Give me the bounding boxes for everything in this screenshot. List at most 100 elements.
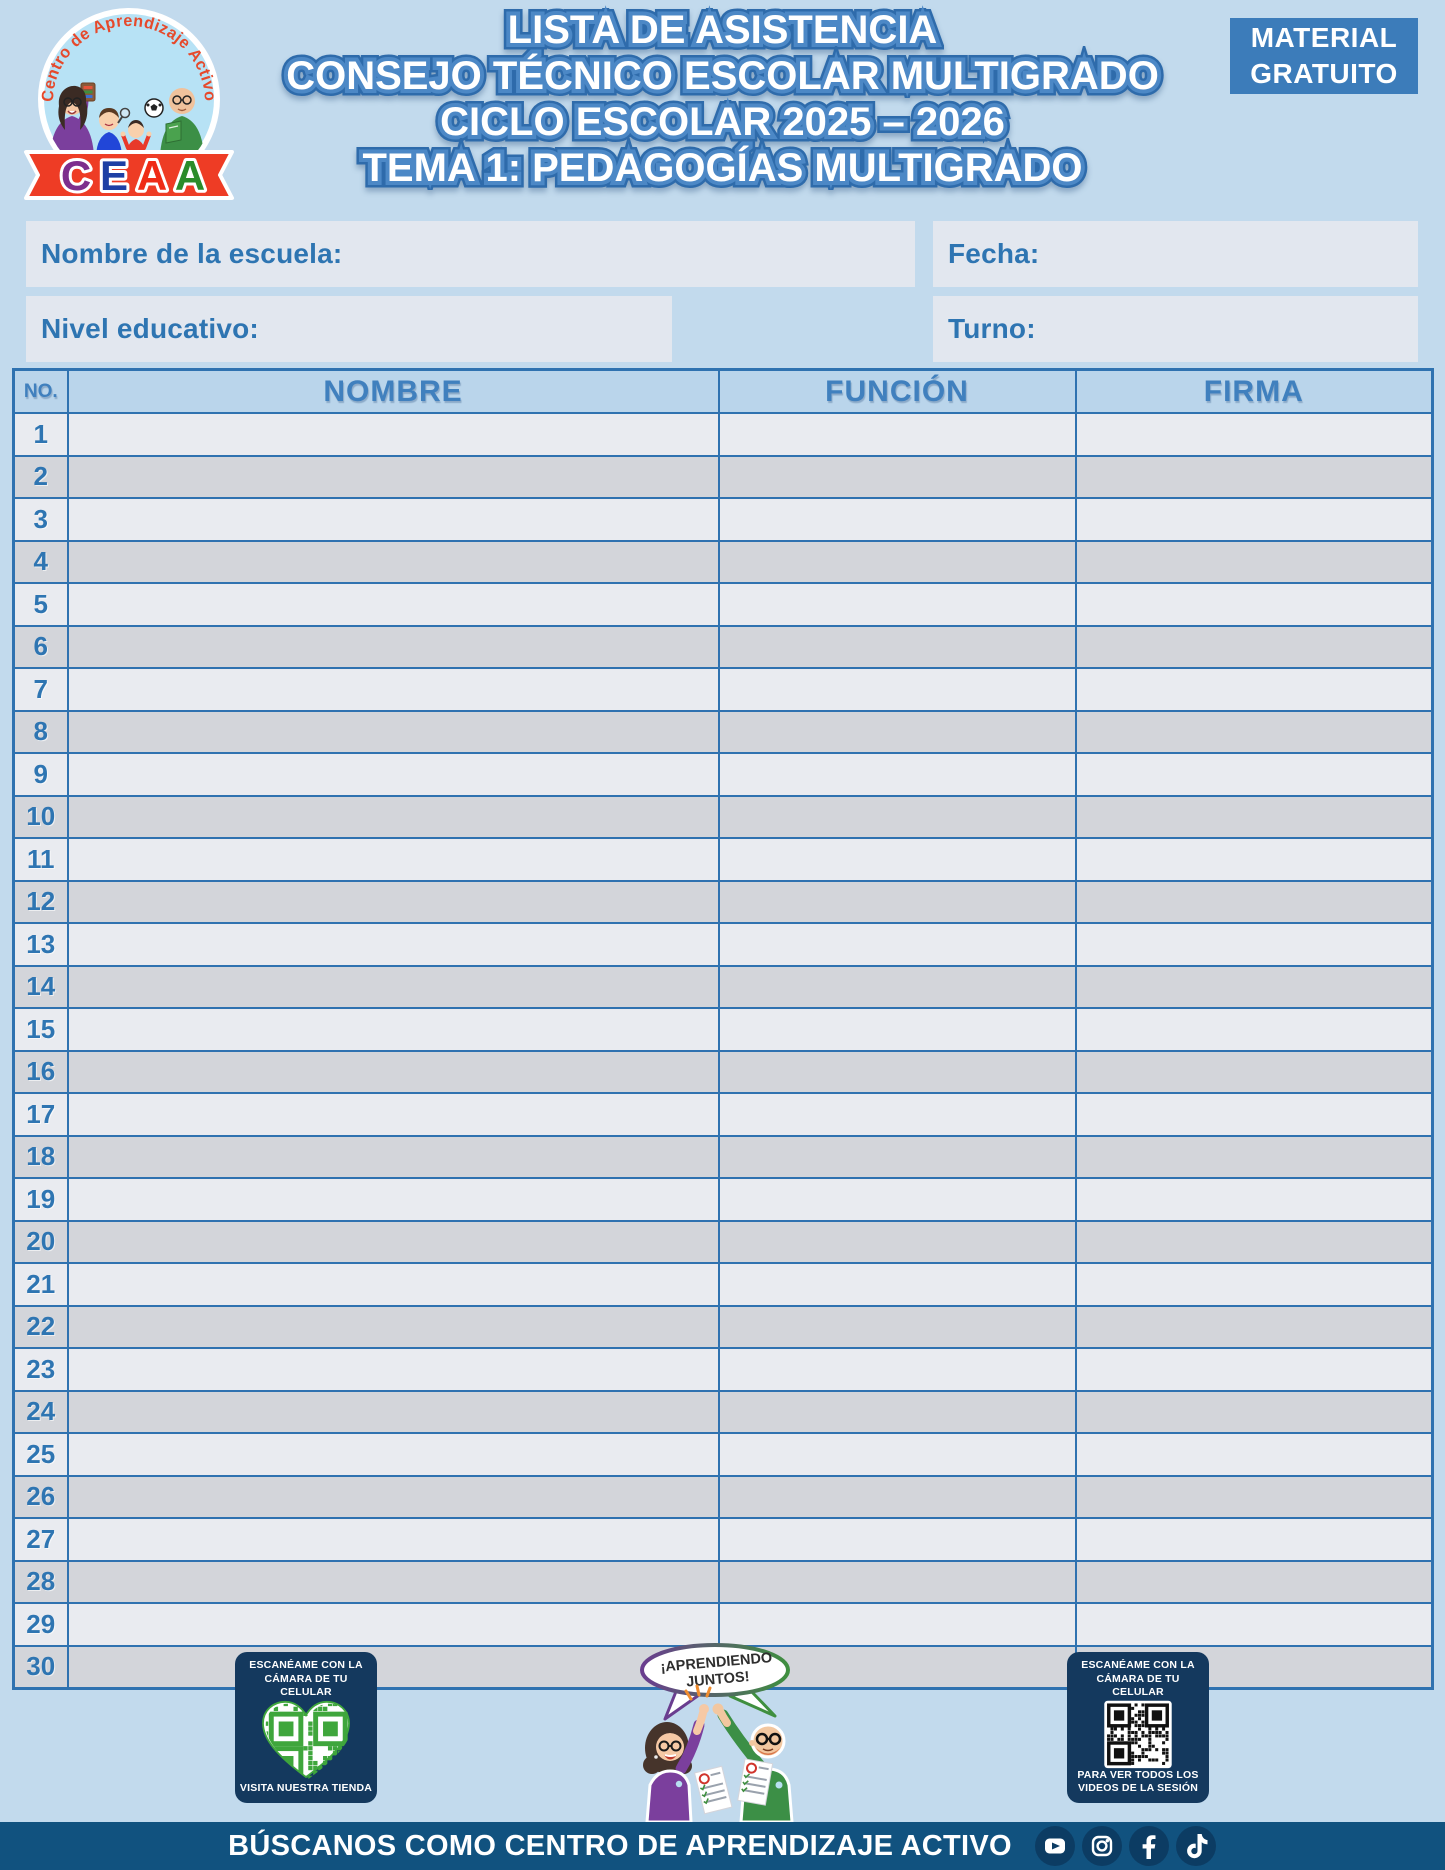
signature-cell[interactable] <box>1074 582 1434 627</box>
signature-cell[interactable] <box>1074 1389 1434 1434</box>
facebook-icon[interactable] <box>1128 1825 1170 1867</box>
function-cell[interactable] <box>717 1134 1077 1179</box>
shift-field[interactable]: Turno: <box>933 296 1418 362</box>
name-cell[interactable] <box>66 1007 720 1052</box>
name-cell[interactable] <box>66 922 720 967</box>
function-cell[interactable] <box>717 1092 1077 1137</box>
function-cell[interactable] <box>717 539 1077 584</box>
signature-cell[interactable] <box>1074 624 1434 669</box>
function-cell[interactable] <box>717 1262 1077 1307</box>
signature-cell[interactable] <box>1074 879 1434 924</box>
table-row: 17 <box>12 1092 1434 1137</box>
function-cell[interactable] <box>717 1432 1077 1477</box>
signature-cell[interactable] <box>1074 667 1434 712</box>
signature-cell[interactable] <box>1074 1007 1434 1052</box>
function-cell[interactable] <box>717 497 1077 542</box>
name-cell[interactable] <box>66 1517 720 1562</box>
name-cell[interactable] <box>66 1177 720 1222</box>
function-cell[interactable] <box>717 752 1077 797</box>
name-cell[interactable] <box>66 454 720 499</box>
function-cell[interactable] <box>717 709 1077 754</box>
function-cell[interactable] <box>717 1474 1077 1519</box>
function-cell[interactable] <box>717 1304 1077 1349</box>
table-row: 3 <box>12 497 1434 542</box>
youtube-icon[interactable] <box>1034 1825 1076 1867</box>
function-cell[interactable] <box>717 454 1077 499</box>
tiktok-icon[interactable] <box>1175 1825 1217 1867</box>
name-cell[interactable] <box>66 1432 720 1477</box>
education-level-field[interactable]: Nivel educativo: <box>26 296 672 362</box>
signature-cell[interactable] <box>1074 1049 1434 1094</box>
function-cell[interactable] <box>717 837 1077 882</box>
name-cell[interactable] <box>66 539 720 584</box>
signature-cell[interactable] <box>1074 1219 1434 1264</box>
function-cell[interactable] <box>717 1219 1077 1264</box>
signature-cell[interactable] <box>1074 1559 1434 1604</box>
function-cell[interactable] <box>717 1347 1077 1392</box>
signature-cell[interactable] <box>1074 837 1434 882</box>
function-cell[interactable] <box>717 1559 1077 1604</box>
function-cell[interactable] <box>717 412 1077 457</box>
function-cell[interactable] <box>717 922 1077 967</box>
name-cell[interactable] <box>66 1474 720 1519</box>
function-cell[interactable] <box>717 794 1077 839</box>
function-cell[interactable] <box>717 964 1077 1009</box>
signature-cell[interactable] <box>1074 1092 1434 1137</box>
function-cell[interactable] <box>717 1007 1077 1052</box>
function-cell[interactable] <box>717 1389 1077 1434</box>
function-cell[interactable] <box>717 582 1077 627</box>
school-name-field[interactable]: Nombre de la escuela: <box>26 221 915 287</box>
name-cell[interactable] <box>66 1134 720 1179</box>
signature-cell[interactable] <box>1074 1517 1434 1562</box>
name-cell[interactable] <box>66 837 720 882</box>
name-cell[interactable] <box>66 879 720 924</box>
name-cell[interactable] <box>66 794 720 839</box>
name-cell[interactable] <box>66 1602 720 1647</box>
signature-cell[interactable] <box>1074 964 1434 1009</box>
function-cell[interactable] <box>717 667 1077 712</box>
function-cell[interactable] <box>717 1517 1077 1562</box>
name-cell[interactable] <box>66 1644 720 1690</box>
signature-cell[interactable] <box>1074 1347 1434 1392</box>
name-cell[interactable] <box>66 1389 720 1434</box>
function-cell[interactable] <box>717 1049 1077 1094</box>
function-cell[interactable] <box>717 879 1077 924</box>
name-cell[interactable] <box>66 1092 720 1137</box>
name-cell[interactable] <box>66 1262 720 1307</box>
name-cell[interactable] <box>66 582 720 627</box>
signature-cell[interactable] <box>1074 794 1434 839</box>
signature-cell[interactable] <box>1074 454 1434 499</box>
signature-cell[interactable] <box>1074 412 1434 457</box>
signature-cell[interactable] <box>1074 1177 1434 1222</box>
name-cell[interactable] <box>66 964 720 1009</box>
name-cell[interactable] <box>66 1304 720 1349</box>
row-number: 25 <box>12 1432 69 1477</box>
function-cell[interactable] <box>717 1177 1077 1222</box>
name-cell[interactable] <box>66 497 720 542</box>
name-cell[interactable] <box>66 667 720 712</box>
signature-cell[interactable] <box>1074 539 1434 584</box>
signature-cell[interactable] <box>1074 1432 1434 1477</box>
signature-cell[interactable] <box>1074 497 1434 542</box>
signature-cell[interactable] <box>1074 1262 1434 1307</box>
name-cell[interactable] <box>66 624 720 669</box>
signature-cell[interactable] <box>1074 1304 1434 1349</box>
name-cell[interactable] <box>66 412 720 457</box>
name-cell[interactable] <box>66 1219 720 1264</box>
function-cell[interactable] <box>717 624 1077 669</box>
signature-cell[interactable] <box>1074 922 1434 967</box>
name-cell[interactable] <box>66 1049 720 1094</box>
date-field[interactable]: Fecha: <box>933 221 1418 287</box>
name-cell[interactable] <box>66 1559 720 1604</box>
signature-cell[interactable] <box>1074 1134 1434 1179</box>
signature-cell[interactable] <box>1074 1602 1434 1647</box>
name-cell[interactable] <box>66 709 720 754</box>
name-cell[interactable] <box>66 752 720 797</box>
signature-cell[interactable] <box>1074 1474 1434 1519</box>
signature-cell[interactable] <box>1074 752 1434 797</box>
instagram-icon[interactable] <box>1081 1825 1123 1867</box>
signature-cell[interactable] <box>1074 709 1434 754</box>
name-cell[interactable] <box>66 1347 720 1392</box>
attendance-table: NO. NOMBRE FUNCIÓN FIRMA 1 2 3 4 5 6 7 8 9 10 11 12… <box>12 368 1434 1690</box>
function-cell[interactable] <box>717 1602 1077 1647</box>
